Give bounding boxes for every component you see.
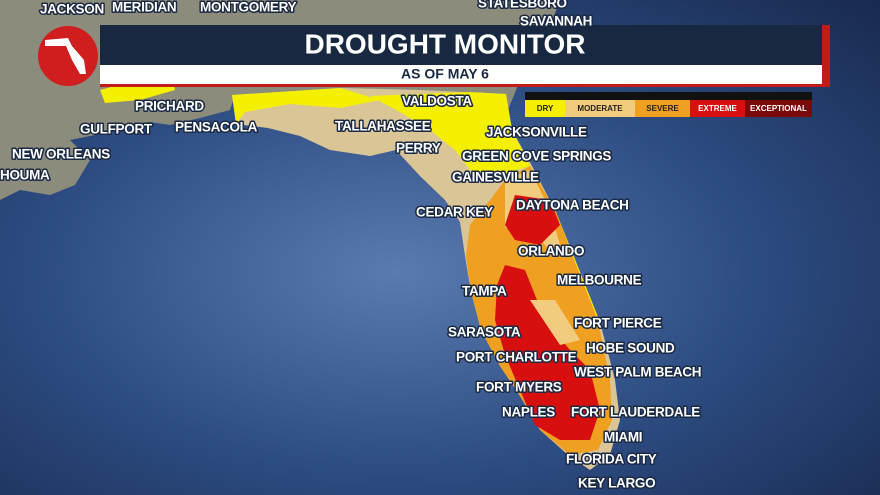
legend-label: DRY [537, 104, 554, 113]
logo [38, 26, 98, 86]
city-label: VALDOSTA [402, 94, 472, 109]
city-label: PORT CHARLOTTE [456, 350, 577, 365]
city-label: TALLAHASSEE [335, 119, 431, 134]
legend-swatch [745, 100, 812, 117]
subtitle-bar [100, 65, 822, 84]
city-label: STATESBORO [478, 0, 567, 11]
legend-swatch [525, 100, 565, 117]
legend-swatch [635, 100, 690, 117]
city-label: MONTGOMERY [200, 0, 297, 15]
city-label: NAPLES [502, 405, 555, 420]
city-labels: JACKSON MERIDIAN MONTGOMERY STATESBORO SAVAN… [0, 0, 703, 492]
legend-swatch [565, 100, 635, 117]
extreme-zone [505, 195, 560, 245]
city-label: JACKSONVILLE [486, 125, 587, 140]
city-label: MERIDIAN [112, 0, 176, 15]
city-label: WEST PALM BEACH [574, 365, 701, 380]
legend-label: EXTREME [698, 104, 737, 113]
city-label: PRICHARD [135, 99, 204, 114]
city-label: PENSACOLA [175, 120, 258, 135]
extreme-zone [495, 265, 600, 440]
dry-zone [232, 88, 380, 124]
legend: DRY MODERATE SEVERE EXTREME EXCEPTIONAL [525, 100, 812, 117]
city-label: GREEN COVE SPRINGS [462, 149, 611, 164]
legend-label: MODERATE [577, 104, 623, 113]
city-label: CEDAR KEY [416, 205, 493, 220]
city-label: GAINESVILLE [452, 170, 539, 185]
city-label: MIAMI [604, 430, 642, 445]
legend-strip [525, 92, 812, 100]
city-label: KEY LARGO [578, 476, 655, 491]
city-label: MELBOURNE [557, 273, 642, 288]
accent [822, 25, 830, 84]
dry-zone [370, 92, 530, 175]
city-label: SAVANNAH [520, 14, 592, 29]
city-label: FLORIDA CITY [566, 452, 657, 467]
city-label: FORT PIERCE [574, 316, 662, 331]
accent-line [100, 84, 830, 87]
city-label: FORT LAUDERDALE [571, 405, 700, 420]
title-bar [100, 25, 822, 65]
city-label: GULFPORT [80, 122, 153, 137]
legend-label: EXCEPTIONAL [750, 104, 807, 113]
city-label: TAMPA [462, 284, 507, 299]
city-label: HOBE SOUND [586, 341, 675, 356]
logo-shape [45, 38, 86, 74]
city-label: JACKSON [40, 2, 104, 17]
legend-label: SEVERE [646, 104, 679, 113]
legend-swatch [690, 100, 745, 117]
title: DROUGHT MONITOR [304, 28, 585, 59]
city-label: DAYTONA BEACH [516, 198, 629, 213]
city-label: HOUMA [0, 168, 50, 183]
city-label: FORT MYERS [476, 380, 562, 395]
subtitle: AS OF MAY 6 [401, 66, 489, 82]
city-label: ORLANDO [518, 244, 584, 259]
city-label: NEW ORLEANS [12, 147, 110, 162]
moderate-zone [530, 300, 580, 345]
city-label: PERRY [396, 141, 441, 156]
city-label: SARASOTA [448, 325, 521, 340]
